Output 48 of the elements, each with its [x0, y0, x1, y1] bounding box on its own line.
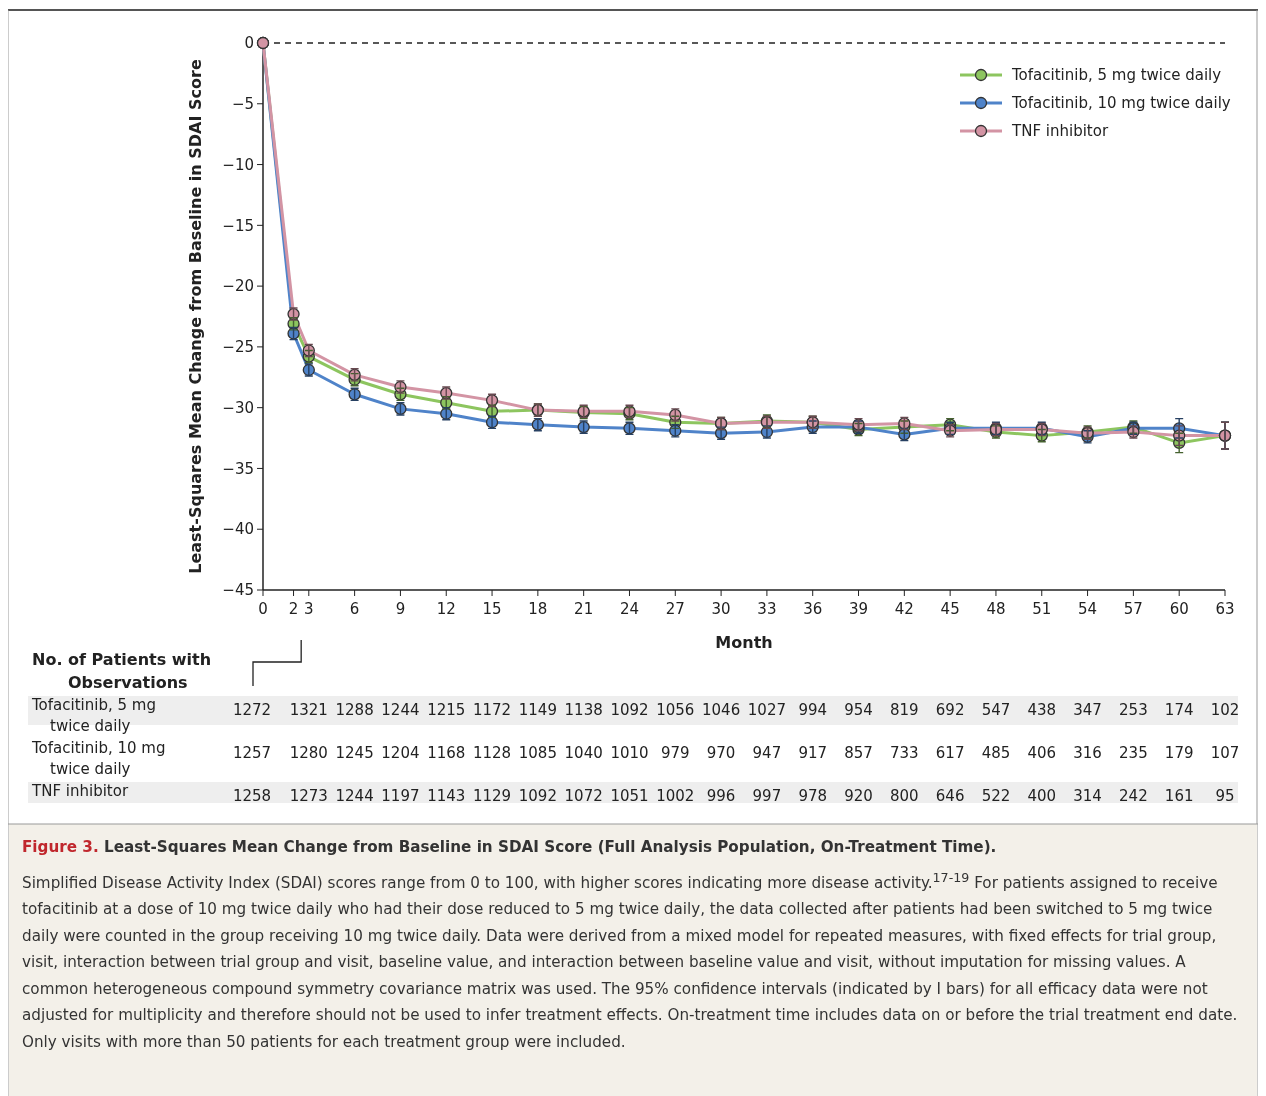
text: 1272 1321 1288 1244 1215 1172 1149 1138 1092 1056 1046 1027 994 954 819 692 547 438 347 253 174 102 [232, 700, 1240, 719]
x-tick-label: 15 [482, 600, 502, 618]
y-tick-label: −10 [222, 155, 254, 174]
x-tick-label: 30 [711, 600, 731, 618]
y-axis-title: Least-Squares Mean Change from Baseline in SDAI Score [186, 59, 205, 574]
legend-label: Tofacitinib, 10 mg twice daily [1011, 94, 1231, 113]
x-tick-label: 54 [1078, 600, 1098, 618]
x-tick-label: 51 [1032, 600, 1052, 618]
text: Tofacitinib, 10 mg twice daily [31, 739, 166, 778]
x-axis-title: Month [715, 633, 773, 652]
text: Least-Squares Mean Change from Baseline in SDAI Score (Full Analysis Population, On-Treatment Time). [103, 838, 997, 856]
text: Tofacitinib, 5 mg twice daily [31, 696, 156, 735]
y-tick-label: −25 [222, 338, 254, 357]
x-tick-label: 39 [848, 600, 869, 618]
text: 1257 1280 1245 1204 1168 1128 1085 1040 1010 979 970 947 917 857 733 617 485 406 316 235 179 107 [232, 743, 1240, 762]
y-tick-label: −35 [222, 459, 254, 478]
y-tick-label: −15 [222, 216, 254, 235]
x-tick-label: 60 [1169, 600, 1189, 618]
x-tick-label: 21 [574, 600, 594, 618]
x-tick-label: 24 [619, 600, 640, 618]
text: No. of Patients with Observations [32, 650, 212, 692]
y-tick-label: −5 [231, 95, 254, 114]
x-tick-label: 2 [288, 600, 299, 618]
x-tick-label: 0 [258, 600, 268, 618]
x-tick-label: 57 [1123, 600, 1143, 618]
x-tick-label: 48 [986, 600, 1006, 618]
x-tick-label: 6 [349, 600, 360, 618]
x-tick-label: 12 [436, 600, 456, 618]
x-tick-label: 33 [757, 600, 777, 618]
x-tick-label: 36 [803, 600, 823, 618]
x-tick-label: 27 [665, 600, 685, 618]
text: Simplified Disease Activity Index (SDAI) scores range from 0 to 100, with higher scores indicating more disease activity.$^{17-19}$ For patients assigned to receive tofacitinib at a dose of 10 mg twice daily who had their dose reduced to 5 mg twice daily, the data collected after patients had been switched to 5 mg twice daily were counted in the group receiving 10 mg twice daily. Data were derived from a mixed model for repeated measures, with fixed effects for trial group, visit, interaction between trial group and visit, baseline value, and interaction between baseline value and visit, without imputation for missing values. A common heterogeneous compound symmetry covariance matrix was used. The 95% confidence intervals (indicated by I bars) for all efficacy data were not adjusted for multiplicity and therefore should not be used to infer treatment effects. On-treatment time includes data on or before the trial treatment end date. Only visits with more than 50 patients for each treatment group were included. [22, 869, 1238, 1051]
x-tick-label: 3 [304, 600, 314, 618]
y-tick-label: −40 [222, 520, 254, 539]
legend-label: Tofacitinib, 5 mg twice daily [1011, 66, 1222, 85]
x-tick-label: 63 [1215, 600, 1235, 618]
x-tick-label: 42 [894, 600, 914, 618]
text: 1258 1273 1244 1197 1143 1129 1092 1072 1051 1002 996 997 978 920 800 646 522 400 314 242 161 95 [232, 786, 1235, 805]
x-tick-label: 9 [395, 600, 406, 618]
x-tick-label: 18 [528, 600, 548, 618]
y-tick-label: 0 [244, 34, 254, 53]
caption: Figure 3. [22, 838, 99, 856]
y-tick-label: −30 [222, 398, 254, 417]
text: TNF inhibitor [31, 782, 129, 800]
x-tick-label: 45 [940, 600, 960, 618]
y-tick-label: −45 [222, 581, 254, 600]
y-tick-label: −20 [222, 277, 254, 296]
legend-label: TNF inhibitor [1011, 122, 1109, 141]
